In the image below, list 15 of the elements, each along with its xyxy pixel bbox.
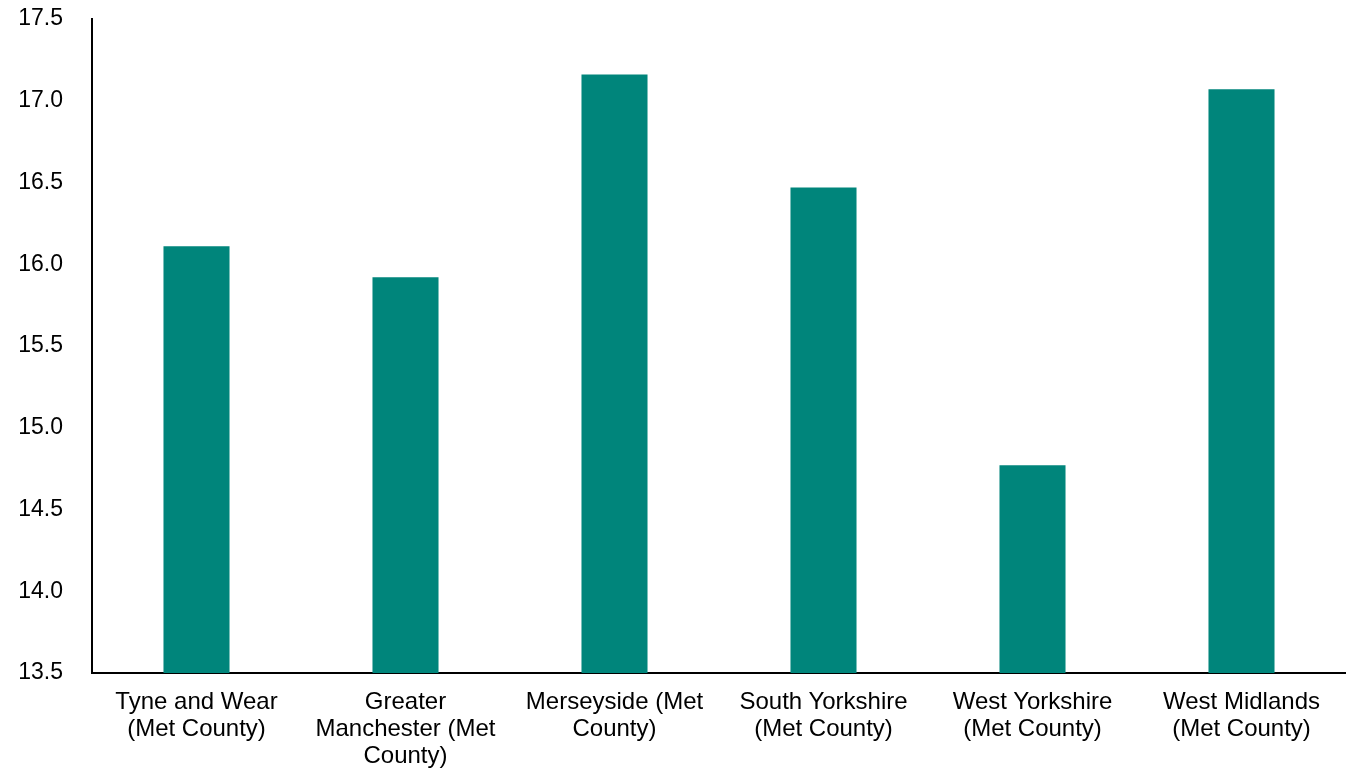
y-tick-label: 14.0	[18, 576, 63, 603]
x-tick-label: Tyne and Wear (Met County)	[115, 687, 278, 741]
x-tick-label: Greater Manchester (Met County)	[315, 687, 496, 768]
y-tick-label: 16.0	[18, 249, 63, 276]
y-tick-label: 17.0	[18, 86, 63, 113]
x-tick-label: West Midlands (Met County)	[1163, 687, 1320, 741]
y-tick-label: 16.5	[18, 167, 63, 194]
y-tick-label: 15.5	[18, 331, 63, 358]
x-tick-label: South Yorkshire (Met County)	[739, 687, 908, 741]
y-tick-label: 15.0	[18, 413, 63, 440]
y-tick-label: 14.5	[18, 494, 63, 521]
y-tick-label: 13.5	[18, 658, 63, 685]
x-tick-label: West Yorkshire (Met County)	[952, 687, 1113, 741]
x-tick-label: Merseyside (Met County)	[525, 687, 704, 741]
y-tick-label: 17.5	[18, 4, 63, 31]
